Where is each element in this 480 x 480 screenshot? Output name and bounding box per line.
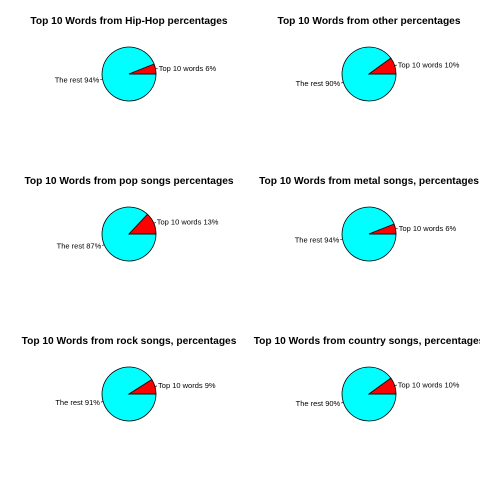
panel-country: Top 10 Words from country songs, percent… bbox=[254, 336, 480, 422]
slice-label-top10: Top 10 words 9% bbox=[158, 381, 216, 390]
panel-pop: Top 10 Words from pop songs percentages … bbox=[24, 176, 234, 262]
slice-label-top10: Top 10 words 6% bbox=[159, 64, 217, 73]
panel-hiphop: Top 10 Words from Hip-Hop percentages To… bbox=[30, 16, 228, 102]
label-tick-rest bbox=[341, 402, 344, 404]
panel-title: Top 10 Words from country songs, percent… bbox=[254, 336, 480, 347]
slice-label-rest: The rest 91% bbox=[55, 398, 100, 407]
panel-rock: Top 10 Words from rock songs, percentage… bbox=[22, 336, 237, 422]
label-tick-rest bbox=[100, 401, 104, 403]
panel-metal: Top 10 Words from metal songs, percentag… bbox=[259, 176, 479, 262]
label-tick-top10 bbox=[154, 385, 158, 387]
slice-label-top10: Top 10 words 13% bbox=[157, 218, 219, 227]
label-tick-top10 bbox=[394, 64, 397, 66]
pie-slice-top10 bbox=[367, 377, 397, 395]
slice-label-rest: The rest 87% bbox=[57, 242, 102, 251]
pie-slice-top10 bbox=[128, 63, 157, 75]
label-tick-rest bbox=[102, 244, 105, 246]
slice-label-rest: The rest 90% bbox=[296, 79, 341, 88]
panel-title: Top 10 Words from metal songs, percentag… bbox=[259, 176, 479, 187]
label-tick-top10 bbox=[153, 222, 156, 224]
pie-slice-top10 bbox=[367, 57, 397, 75]
panel-title: Top 10 Words from other percentages bbox=[277, 16, 460, 27]
pie-slice-top10 bbox=[368, 223, 397, 235]
panel-title: Top 10 Words from Hip-Hop percentages bbox=[30, 16, 228, 27]
slice-label-top10: Top 10 words 6% bbox=[399, 224, 457, 233]
slice-label-rest: The rest 94% bbox=[295, 235, 340, 244]
panel-title: Top 10 Words from rock songs, percentage… bbox=[22, 336, 237, 347]
label-tick-rest bbox=[341, 82, 344, 84]
pie-slice-top10 bbox=[128, 213, 157, 235]
label-tick-top10 bbox=[394, 384, 397, 386]
slice-label-top10: Top 10 words 10% bbox=[398, 380, 460, 389]
slice-label-rest: The rest 94% bbox=[55, 75, 100, 84]
slice-label-top10: Top 10 words 10% bbox=[398, 60, 460, 69]
panel-title: Top 10 Words from pop songs percentages bbox=[24, 176, 233, 187]
slice-label-rest: The rest 90% bbox=[296, 399, 341, 408]
panel-other: Top 10 Words from other percentages Top … bbox=[277, 16, 461, 102]
